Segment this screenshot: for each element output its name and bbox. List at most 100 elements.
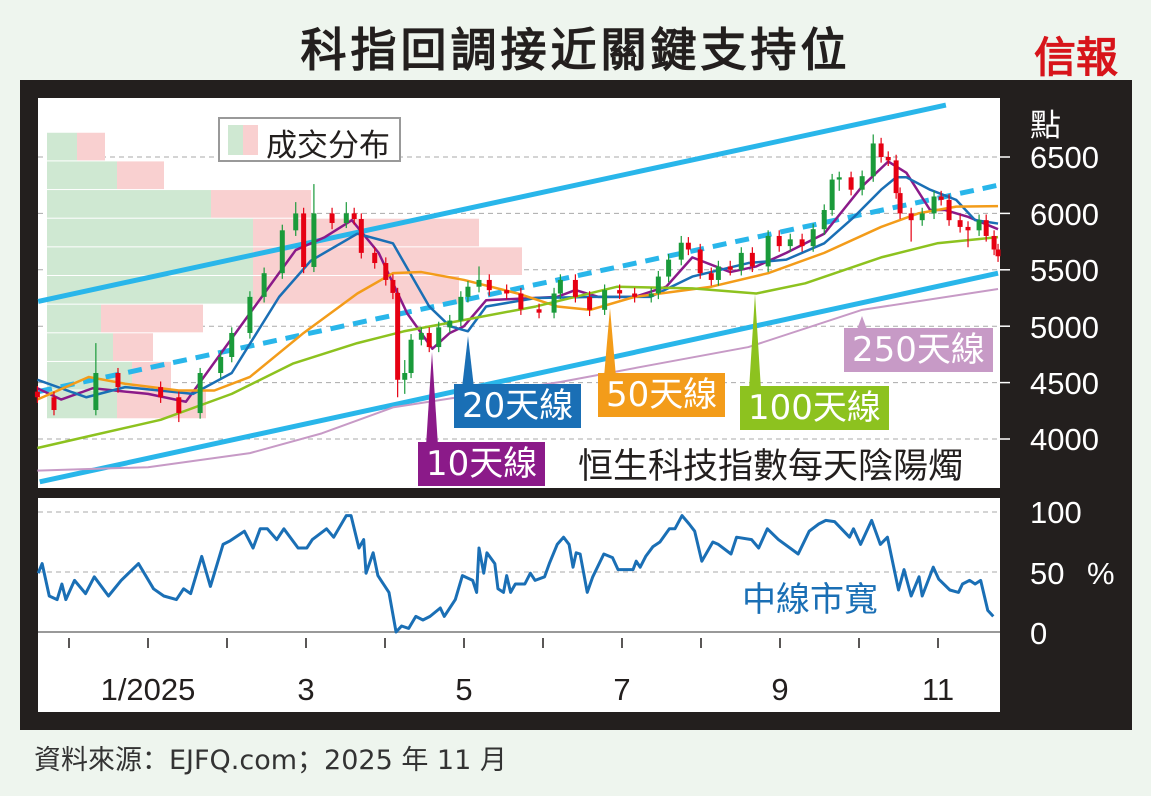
channel-lower-line bbox=[39, 270, 999, 485]
candle-body bbox=[946, 199, 952, 221]
candle-body bbox=[931, 196, 937, 214]
candle-body bbox=[965, 226, 971, 231]
candle-body bbox=[697, 249, 703, 274]
candle-body bbox=[572, 279, 578, 297]
volume-profile-sell-bar bbox=[101, 304, 203, 333]
candle-body bbox=[829, 179, 835, 211]
candle-body bbox=[408, 339, 414, 374]
candle-body bbox=[51, 397, 57, 411]
breadth-y-tick-100: 100 bbox=[1030, 495, 1082, 530]
candle-body bbox=[311, 213, 317, 267]
y-tick-4000: 4000 bbox=[1030, 422, 1099, 457]
candle-body bbox=[685, 242, 691, 250]
candle-body bbox=[810, 229, 816, 247]
candle-body bbox=[919, 213, 925, 221]
candle-body bbox=[602, 290, 608, 310]
source-note: 資料來源：EJFQ.com；2025 年 11 月 bbox=[34, 745, 507, 776]
legend-swatch-buy bbox=[228, 125, 243, 155]
ma20-line bbox=[36, 176, 999, 399]
candle-body bbox=[402, 373, 408, 380]
candle-body bbox=[836, 177, 842, 180]
breadth-y-tick-0: 0 bbox=[1030, 616, 1047, 651]
y-tick-5500: 5500 bbox=[1030, 253, 1099, 288]
candle-body bbox=[976, 220, 982, 231]
candle-body bbox=[115, 373, 121, 388]
candle-body bbox=[776, 235, 782, 247]
ma20-label: 20天線 bbox=[454, 384, 582, 428]
candle-body bbox=[557, 279, 563, 294]
candle-body bbox=[301, 213, 307, 267]
candle-body bbox=[715, 266, 721, 280]
candle-body bbox=[617, 290, 623, 294]
candle-body bbox=[727, 266, 733, 270]
candle-body bbox=[504, 290, 510, 294]
candle-body bbox=[908, 213, 914, 221]
volume-profile-buy-bar bbox=[47, 333, 113, 361]
candle-body bbox=[787, 239, 793, 247]
candle-body bbox=[885, 157, 891, 161]
ma100-line bbox=[37, 235, 999, 450]
breadth-y-tick-50: 50 bbox=[1030, 556, 1064, 591]
candle-body bbox=[821, 210, 827, 230]
candle-body bbox=[93, 373, 99, 411]
candle-body bbox=[859, 176, 865, 190]
plot-subtitle: 恒生科技指數每天陰陽燭 bbox=[578, 447, 964, 487]
candle-body bbox=[765, 235, 771, 267]
candle-body bbox=[738, 252, 744, 270]
legend-swatch-sell bbox=[243, 125, 258, 155]
breadth-percent-unit: % bbox=[1087, 556, 1115, 591]
candle-body bbox=[476, 279, 482, 287]
breadth-line bbox=[36, 514, 995, 634]
channel-upper-line bbox=[37, 102, 947, 304]
candle-body bbox=[418, 332, 424, 340]
candle-body bbox=[218, 356, 224, 374]
volume-profile-buy-bar bbox=[47, 161, 117, 190]
candle-body bbox=[329, 213, 335, 223]
candle-body bbox=[991, 235, 997, 250]
y-tick-5000: 5000 bbox=[1030, 310, 1099, 345]
candle-body bbox=[372, 252, 378, 264]
publisher-logo: 信報 bbox=[1034, 33, 1119, 82]
volume-profile-legend: 成交分布 bbox=[218, 117, 401, 164]
candle-body bbox=[536, 309, 542, 313]
candle-body bbox=[458, 296, 464, 321]
candle-body bbox=[587, 296, 593, 310]
x-tick-label: 3 bbox=[297, 672, 314, 707]
candle-body bbox=[799, 239, 805, 247]
candle-body bbox=[893, 160, 899, 194]
candle-body bbox=[848, 177, 854, 190]
volume-profile-sell-bar bbox=[77, 132, 105, 161]
candle-body bbox=[551, 293, 557, 313]
y-tick-6000: 6000 bbox=[1030, 197, 1099, 232]
volume-profile-buy-bar bbox=[47, 132, 77, 161]
candle-body bbox=[938, 196, 944, 200]
candle-body bbox=[666, 259, 672, 277]
candle-body bbox=[34, 391, 40, 398]
legend-label: 成交分布 bbox=[266, 128, 390, 164]
x-tick-label: 9 bbox=[771, 672, 788, 707]
candle-body bbox=[655, 276, 661, 294]
ma250-label: 250天線 bbox=[844, 328, 993, 372]
candle-body bbox=[426, 332, 432, 348]
ma50-pointer bbox=[604, 308, 616, 377]
breadth-plot-area bbox=[38, 498, 1000, 712]
candle-body bbox=[261, 273, 267, 297]
candle-body bbox=[279, 230, 285, 274]
candle-body bbox=[632, 293, 638, 297]
candle-body bbox=[749, 252, 755, 267]
candle-body bbox=[383, 263, 389, 280]
channel-middle-dashed-line bbox=[37, 182, 999, 395]
candle-body bbox=[957, 220, 963, 227]
candle-body bbox=[708, 273, 714, 280]
candle-body bbox=[293, 213, 299, 231]
candle-body bbox=[176, 397, 182, 414]
candle-body bbox=[229, 332, 235, 357]
volume-profile-sell-bar bbox=[117, 161, 164, 190]
candle-body bbox=[983, 220, 989, 236]
volume-profile-sell-bar bbox=[113, 333, 153, 361]
candle-body bbox=[995, 249, 1001, 257]
candle-body bbox=[351, 213, 357, 220]
breadth-title: 中線市寬 bbox=[742, 580, 878, 620]
candle-body bbox=[390, 279, 396, 293]
